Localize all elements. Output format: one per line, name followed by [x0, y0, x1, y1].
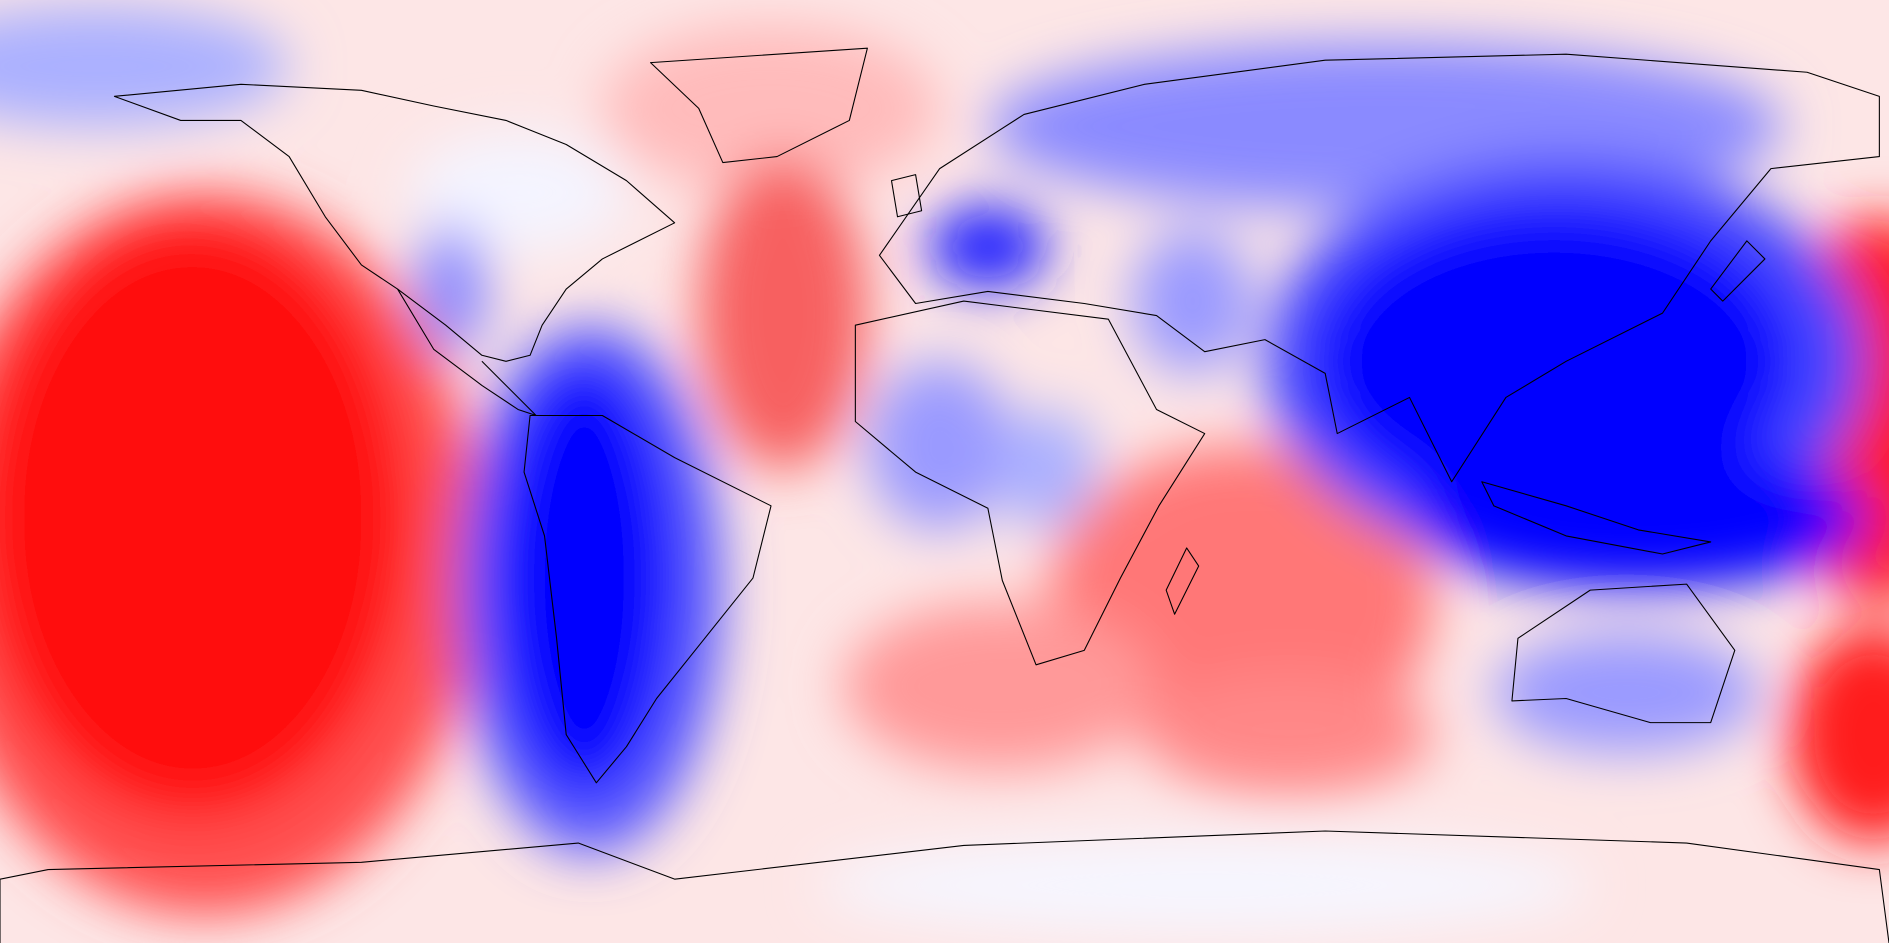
field-blob [1493, 632, 1759, 753]
japan [1710, 240, 1766, 302]
eurasia [878, 53, 1880, 483]
field-blob [415, 222, 488, 356]
field-blob [493, 361, 675, 795]
anomaly-field [0, 6, 1889, 934]
field-blob [602, 24, 940, 193]
south-america [523, 414, 772, 784]
madagascar [1165, 547, 1200, 615]
africa [854, 300, 1206, 666]
central-america [397, 288, 537, 417]
field-blob [927, 204, 1049, 290]
australia [1511, 583, 1736, 724]
field-blob [1132, 228, 1253, 374]
british-isles [890, 174, 923, 218]
field-blob [819, 837, 1591, 934]
field-blob [0, 6, 290, 127]
greenland [650, 47, 868, 164]
maritime-asia [1481, 481, 1712, 555]
field-blob [1409, 445, 1868, 591]
field-blob [867, 361, 1012, 530]
coastlines [0, 47, 1889, 943]
field-blob [409, 132, 627, 253]
north-america [113, 83, 676, 362]
field-blob [1789, 626, 1889, 844]
field-blob [1144, 674, 1434, 795]
field-blob [0, 216, 410, 819]
antarctica [0, 830, 1889, 943]
field-blob [1313, 204, 1796, 518]
field-blob [999, 409, 1097, 530]
field-blob [843, 602, 1157, 771]
field-blob [698, 156, 868, 470]
